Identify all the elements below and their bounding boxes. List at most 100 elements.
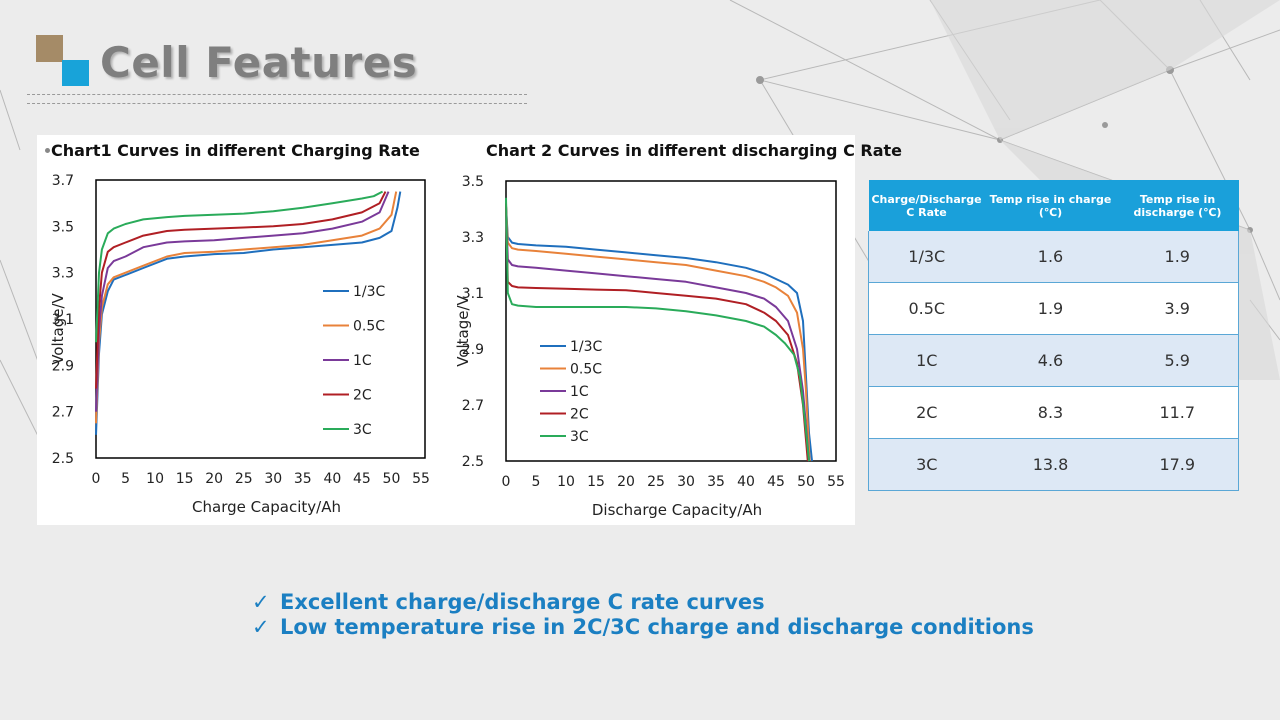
chart2-title: Chart 2 Curves in different discharging … (486, 141, 902, 160)
header-c-rate: Charge/Discharge C Rate (868, 180, 985, 231)
x-axis-label: Charge Capacity/Ah (192, 498, 341, 516)
y-tick-label: 3.7 (52, 173, 74, 189)
series-line-1C (95, 191, 390, 412)
cell-temp-discharge: 17.9 (1116, 438, 1239, 491)
cell-temp-charge: 1.6 (984, 231, 1117, 283)
chart1-charge-curves: 2.5 2.7 2.9 3.1 3.3 3.5 3.7 0 5 10 15 20 25 30 35 40 45 5… (49, 173, 430, 516)
cell-temp-discharge: 5.9 (1116, 334, 1239, 387)
series-line-1C (505, 206, 810, 462)
temp-rise-table: Charge/Discharge C Rate Temp rise in cha… (868, 180, 1239, 491)
cell-temp-charge: 8.3 (984, 386, 1117, 439)
x-tick-label: 0 (92, 471, 101, 487)
chart2-discharge-curves: 2.5 2.7 2.9 3.1 3.3 3.5 0 5 10 15 20 25 30 35 40 45 50 55… (454, 174, 845, 519)
title-divider (27, 94, 527, 104)
logo-square-blue (62, 60, 89, 86)
x-tick-label: 25 (235, 471, 253, 487)
cell-rate: 1/3C (868, 231, 985, 283)
table-row: 2C 8.3 11.7 (868, 386, 1239, 439)
feature-item: ✓ Low temperature rise in 2C/3C charge an… (252, 615, 1034, 639)
legend-label: 1C (353, 353, 372, 369)
series-line-1/3C (95, 191, 402, 435)
y-tick-label: 2.9 (462, 342, 484, 358)
legend-label: 0.5C (570, 362, 602, 378)
y-tick-label: 2.9 (52, 358, 74, 374)
x-tick-label: 5 (532, 474, 541, 490)
cell-temp-discharge: 1.9 (1116, 231, 1239, 283)
cell-rate: 1C (868, 334, 985, 387)
cell-temp-charge: 1.9 (984, 282, 1117, 335)
series-line-0.5C (95, 191, 398, 424)
checkmark-icon: ✓ (252, 615, 270, 639)
x-tick-label: 30 (677, 474, 695, 490)
header-temp-discharge: Temp rise in discharge (℃) (1116, 180, 1239, 231)
feature-text: Low temperature rise in 2C/3C charge and… (280, 615, 1034, 639)
cell-temp-charge: 13.8 (984, 438, 1117, 491)
x-tick-label: 25 (647, 474, 665, 490)
y-tick-label: 2.7 (52, 405, 74, 421)
cell-rate: 0.5C (868, 282, 985, 335)
y-axis-label: Voltage/V (49, 292, 67, 364)
legend-label: 3C (353, 422, 372, 438)
legend-label: 2C (570, 407, 589, 423)
table-header-row: Charge/Discharge C Rate Temp rise in cha… (868, 180, 1239, 231)
cell-temp-discharge: 3.9 (1116, 282, 1239, 335)
series-line-2C (95, 191, 387, 389)
legend-label: 3C (570, 429, 589, 445)
logo-square-tan (36, 35, 63, 62)
checkmark-icon: ✓ (252, 590, 270, 614)
page-title: Cell Features (100, 38, 418, 87)
legend-label: 1/3C (353, 284, 386, 300)
x-tick-label: 45 (353, 471, 371, 487)
x-axis-label: Discharge Capacity/Ah (592, 501, 762, 519)
y-tick-label: 2.5 (462, 454, 484, 470)
x-tick-label: 35 (294, 471, 312, 487)
x-tick-label: 50 (383, 471, 401, 487)
cell-rate: 2C (868, 386, 985, 439)
y-tick-label: 3.3 (52, 266, 74, 282)
legend-label: 1C (570, 384, 589, 400)
series-line-3C (505, 197, 810, 462)
table-row: 3C 13.8 17.9 (868, 438, 1239, 491)
x-tick-label: 55 (827, 474, 845, 490)
x-tick-label: 20 (205, 471, 223, 487)
x-tick-label: 40 (737, 474, 755, 490)
x-tick-label: 55 (412, 471, 430, 487)
x-tick-label: 10 (146, 471, 164, 487)
legend-label: 0.5C (353, 319, 385, 335)
feature-item: ✓ Excellent charge/discharge C rate curve… (252, 590, 765, 614)
cell-temp-discharge: 11.7 (1116, 386, 1239, 439)
y-tick-label: 2.5 (52, 451, 74, 467)
series-line-2C (505, 203, 809, 462)
legend-label: 2C (353, 388, 372, 404)
table-row: 0.5C 1.9 3.9 (868, 282, 1239, 335)
x-tick-label: 40 (323, 471, 341, 487)
y-tick-label: 3.5 (462, 174, 484, 190)
y-tick-label: 3.3 (462, 230, 484, 246)
x-tick-label: 45 (767, 474, 785, 490)
x-tick-label: 10 (557, 474, 575, 490)
table-row: 1/3C 1.6 1.9 (868, 231, 1239, 283)
y-tick-label: 3.1 (462, 286, 484, 302)
y-tick-label: 3.5 (52, 219, 74, 235)
series-line-3C (95, 190, 384, 343)
plot-frame (505, 180, 837, 462)
table-row: 1C 4.6 5.9 (868, 334, 1239, 387)
x-tick-label: 50 (797, 474, 815, 490)
x-tick-label: 5 (121, 471, 130, 487)
feature-text: Excellent charge/discharge C rate curves (280, 590, 765, 614)
y-tick-label: 3.1 (52, 312, 74, 328)
x-tick-label: 35 (707, 474, 725, 490)
x-tick-label: 20 (617, 474, 635, 490)
legend-label: 1/3C (570, 339, 603, 355)
series-line-0.5C (505, 206, 811, 462)
y-tick-label: 2.7 (462, 398, 484, 414)
x-tick-label: 0 (502, 474, 511, 490)
x-tick-label: 15 (176, 471, 194, 487)
bullet-dot (45, 148, 50, 153)
y-axis-label: Voltage/V (454, 294, 472, 366)
x-tick-label: 30 (264, 471, 282, 487)
header-temp-charge: Temp rise in charge (℃) (984, 180, 1117, 231)
cell-temp-charge: 4.6 (984, 334, 1117, 387)
chart1-title: Chart1 Curves in different Charging Rate (51, 141, 420, 160)
cell-rate: 3C (868, 438, 985, 491)
